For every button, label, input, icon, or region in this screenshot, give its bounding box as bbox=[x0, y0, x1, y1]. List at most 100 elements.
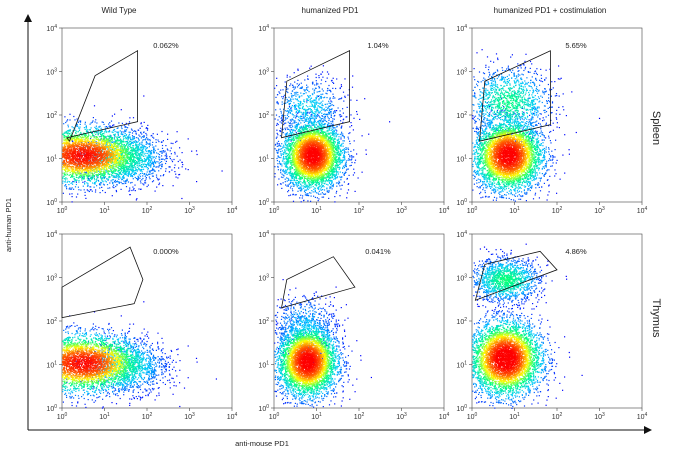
data-point bbox=[93, 130, 95, 132]
data-point bbox=[135, 146, 137, 149]
data-point bbox=[64, 136, 67, 138]
data-point bbox=[316, 84, 318, 86]
data-point bbox=[158, 182, 161, 184]
data-point bbox=[138, 163, 140, 165]
data-point bbox=[162, 150, 164, 152]
data-point bbox=[296, 114, 298, 116]
data-point bbox=[118, 143, 120, 146]
data-point bbox=[75, 125, 77, 127]
data-point bbox=[70, 149, 72, 151]
data-point bbox=[93, 146, 96, 148]
data-point bbox=[114, 180, 116, 183]
data-point bbox=[114, 172, 116, 174]
data-point bbox=[85, 134, 87, 136]
data-point bbox=[120, 157, 122, 159]
data-point bbox=[310, 192, 312, 194]
data-point bbox=[101, 156, 103, 159]
data-point bbox=[95, 181, 97, 183]
data-point bbox=[151, 163, 153, 165]
data-point bbox=[116, 158, 118, 160]
data-point bbox=[76, 165, 79, 167]
data-point bbox=[62, 192, 64, 194]
data-point bbox=[348, 153, 350, 155]
data-point bbox=[88, 167, 90, 169]
data-point bbox=[328, 84, 330, 87]
data-point bbox=[71, 154, 73, 156]
data-point bbox=[135, 150, 137, 152]
data-point bbox=[109, 160, 111, 162]
y-tick-label: 102 bbox=[46, 111, 57, 120]
data-point bbox=[340, 188, 342, 190]
data-point bbox=[110, 139, 112, 141]
data-point bbox=[65, 131, 67, 133]
data-point bbox=[90, 167, 92, 169]
data-point bbox=[105, 167, 107, 169]
data-point bbox=[152, 150, 154, 152]
data-point bbox=[86, 175, 89, 177]
data-point bbox=[108, 177, 110, 179]
data-point bbox=[349, 132, 351, 134]
data-point bbox=[81, 141, 83, 143]
data-point bbox=[75, 158, 78, 160]
data-point bbox=[353, 149, 355, 151]
data-point bbox=[95, 156, 97, 158]
data-point bbox=[78, 145, 80, 148]
data-point bbox=[114, 168, 116, 170]
data-point bbox=[135, 157, 137, 159]
data-point bbox=[134, 160, 136, 162]
data-point bbox=[103, 170, 105, 172]
data-point bbox=[151, 169, 153, 171]
data-point bbox=[115, 166, 117, 168]
data-point bbox=[67, 133, 69, 135]
data-point bbox=[123, 177, 125, 179]
data-point bbox=[149, 159, 151, 161]
data-point bbox=[297, 68, 299, 70]
data-point bbox=[143, 160, 145, 162]
data-point bbox=[119, 147, 121, 149]
data-point bbox=[111, 151, 113, 153]
data-point bbox=[123, 173, 125, 175]
data-point bbox=[123, 163, 125, 165]
data-point bbox=[152, 141, 154, 143]
data-point bbox=[95, 167, 97, 169]
data-point bbox=[74, 153, 76, 155]
data-point bbox=[320, 79, 323, 81]
data-point bbox=[92, 182, 94, 184]
data-point bbox=[116, 127, 118, 129]
data-point bbox=[77, 143, 79, 145]
data-point bbox=[112, 124, 114, 126]
data-point bbox=[90, 137, 92, 139]
data-point bbox=[118, 131, 120, 133]
data-point bbox=[70, 176, 72, 178]
data-point bbox=[104, 163, 106, 166]
data-point bbox=[115, 139, 117, 141]
data-point bbox=[114, 134, 116, 136]
data-point bbox=[130, 156, 132, 158]
data-point bbox=[68, 162, 71, 164]
data-point bbox=[166, 148, 168, 150]
data-point bbox=[145, 163, 147, 165]
data-point bbox=[93, 170, 95, 172]
data-point bbox=[135, 142, 137, 144]
data-point bbox=[81, 169, 83, 171]
data-point bbox=[138, 165, 140, 167]
data-point bbox=[75, 179, 77, 181]
data-point bbox=[322, 90, 324, 92]
data-point bbox=[122, 177, 124, 179]
data-point bbox=[73, 181, 75, 183]
data-point bbox=[69, 140, 71, 142]
data-point bbox=[90, 158, 92, 160]
data-point bbox=[175, 176, 177, 178]
data-point bbox=[145, 177, 147, 179]
data-point bbox=[66, 161, 68, 163]
data-point bbox=[79, 165, 81, 167]
data-point bbox=[112, 171, 114, 173]
data-point bbox=[68, 164, 70, 166]
data-point bbox=[349, 126, 351, 128]
data-point bbox=[115, 185, 117, 188]
data-point bbox=[326, 90, 328, 92]
data-point bbox=[87, 150, 89, 152]
data-point bbox=[83, 174, 85, 176]
data-point bbox=[276, 157, 278, 160]
data-point bbox=[87, 163, 89, 165]
